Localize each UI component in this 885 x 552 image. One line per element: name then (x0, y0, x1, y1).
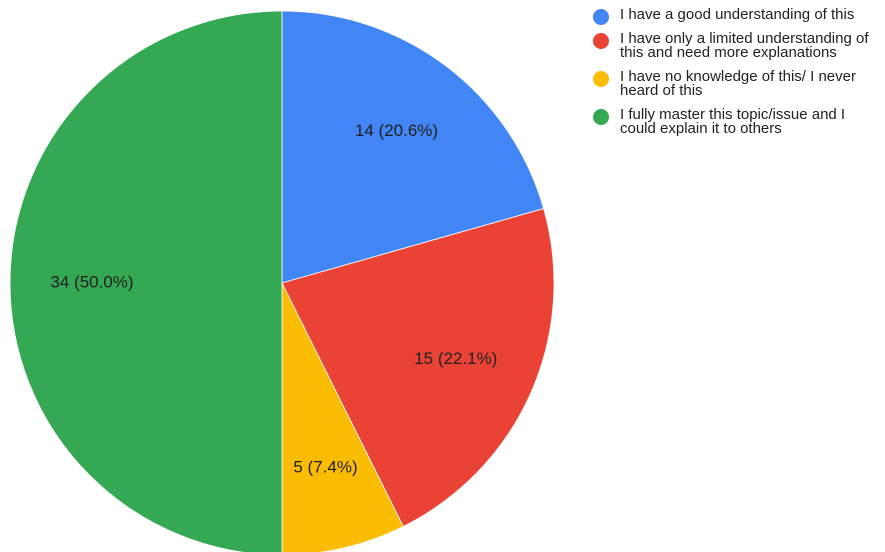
slice-data-label-fully-master: 34 (50.0%) (50, 272, 133, 291)
pie-slice-good-understanding[interactable] (281, 10, 545, 284)
slice-data-label-no-knowledge: 5 (7.4%) (293, 457, 357, 476)
legend-swatch-green (593, 109, 609, 125)
legend-item-fully-master[interactable]: I fully master this topic/issue and I co… (592, 106, 882, 137)
legend-label: I have a good understanding of this (620, 6, 855, 23)
pie-slice-fully-master[interactable] (9, 10, 283, 552)
pie-slice-no-knowledge[interactable] (281, 282, 404, 552)
legend-label: I have only a limited understanding of t… (620, 30, 869, 61)
legend-swatch-red (593, 33, 609, 49)
slice-data-label-good-understanding: 14 (20.6%) (355, 121, 438, 140)
legend-item-limited-understanding[interactable]: I have only a limited understanding of t… (592, 30, 882, 61)
legend-label: I have no knowledge of this/ I never hea… (620, 68, 856, 99)
legend-item-no-knowledge[interactable]: I have no knowledge of this/ I never hea… (592, 68, 882, 99)
legend-item-good-understanding[interactable]: I have a good understanding of this (592, 6, 882, 25)
legend-swatch-blue (593, 9, 609, 25)
pie-slice-limited-understanding[interactable] (281, 208, 555, 528)
legend-swatch-yellow (593, 71, 609, 87)
legend-label: I fully master this topic/issue and I co… (620, 106, 846, 137)
chart-legend: I have a good understanding of this I ha… (592, 6, 882, 146)
pie-chart: 14 (20.6%) 15 (22.1%) 5 (7.4%) 34 (50.0%) (9, 10, 555, 552)
slice-data-label-limited-understanding: 15 (22.1%) (414, 349, 497, 368)
